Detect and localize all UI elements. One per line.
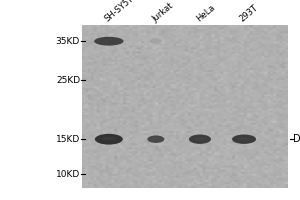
Ellipse shape	[151, 138, 161, 140]
Text: SH-SY5Y: SH-SY5Y	[103, 0, 136, 24]
Ellipse shape	[94, 37, 124, 46]
Text: DLX6: DLX6	[292, 134, 300, 144]
Ellipse shape	[100, 137, 117, 140]
Ellipse shape	[194, 137, 207, 140]
Text: 15KD: 15KD	[56, 135, 80, 144]
Text: Jurkat: Jurkat	[150, 1, 175, 24]
Text: 25KD: 25KD	[56, 76, 80, 85]
Ellipse shape	[232, 134, 256, 144]
Ellipse shape	[150, 39, 162, 44]
Ellipse shape	[237, 137, 251, 140]
Ellipse shape	[147, 135, 164, 143]
Text: 35KD: 35KD	[56, 37, 80, 46]
Text: 10KD: 10KD	[56, 170, 80, 179]
Text: HeLa: HeLa	[194, 3, 216, 24]
Ellipse shape	[95, 134, 123, 145]
Ellipse shape	[189, 134, 211, 144]
Text: 293T: 293T	[238, 3, 260, 24]
